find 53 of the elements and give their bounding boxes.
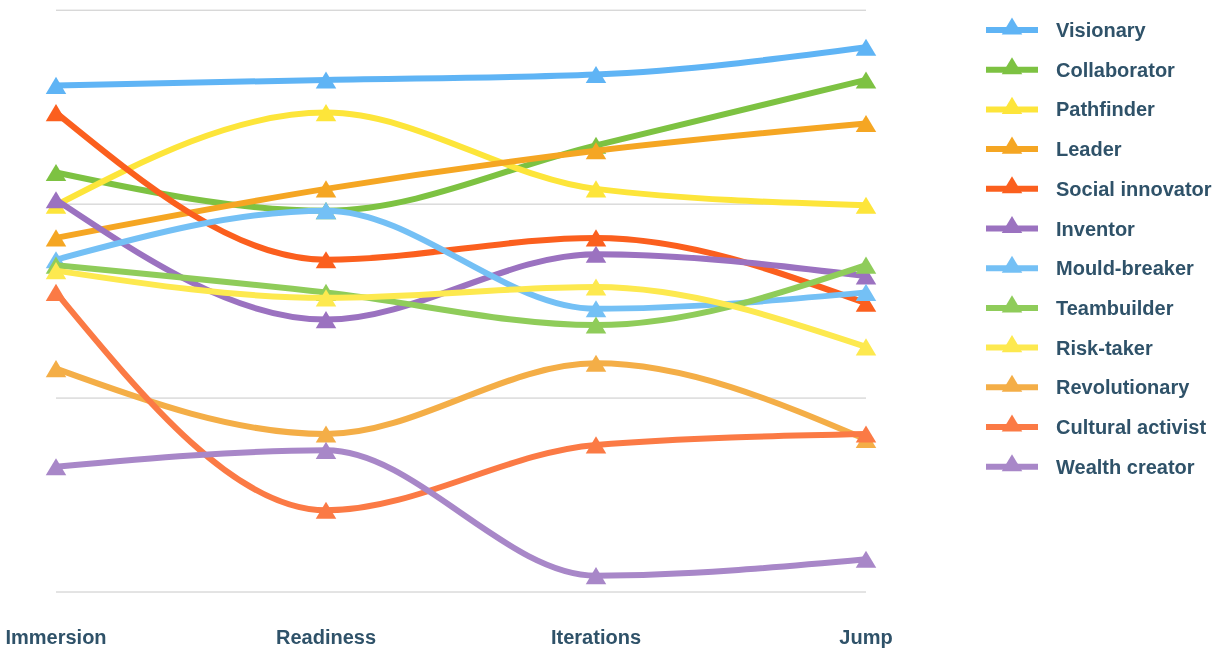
- point: [585, 142, 607, 160]
- point: [45, 283, 67, 301]
- legend-label: Revolutionary: [1056, 376, 1191, 399]
- point: [315, 71, 337, 89]
- point: [315, 104, 337, 122]
- x-tick-label: Iterations: [550, 626, 642, 648]
- point: [315, 441, 337, 459]
- point: [585, 229, 607, 247]
- x-tick-label: Immersion: [5, 626, 107, 648]
- point: [855, 550, 877, 568]
- point: [45, 163, 67, 182]
- legend-label: Collaborator: [1056, 58, 1176, 81]
- point: [855, 114, 877, 133]
- point: [585, 245, 607, 263]
- point: [855, 196, 877, 214]
- legend-label: Social innovator: [1056, 177, 1212, 200]
- legend-label: Risk-taker: [1056, 336, 1153, 359]
- point: [45, 262, 67, 280]
- legend-label: Cultural activist: [1056, 416, 1207, 438]
- point: [45, 76, 67, 94]
- point: [315, 289, 337, 307]
- point: [45, 458, 67, 476]
- legend-label: Wealth creator: [1056, 455, 1195, 478]
- point: [585, 354, 607, 372]
- point: [855, 71, 877, 89]
- point: [585, 278, 607, 296]
- point: [855, 256, 877, 274]
- point: [315, 501, 337, 519]
- point: [855, 283, 877, 301]
- point: [855, 38, 877, 56]
- legend-label: Inventor: [1056, 217, 1136, 240]
- legend-label: Mould-breaker: [1056, 257, 1195, 280]
- point: [585, 300, 607, 318]
- point: [315, 251, 337, 269]
- point: [45, 229, 67, 247]
- point: [585, 567, 607, 585]
- point: [45, 360, 67, 378]
- x-tick-label: Jump: [839, 626, 893, 648]
- point: [315, 425, 337, 443]
- x-tick-label: Readiness: [275, 626, 377, 648]
- point: [585, 180, 607, 198]
- point: [315, 180, 337, 198]
- legend-label: Teambuilder: [1056, 296, 1174, 319]
- point: [855, 338, 877, 356]
- point: [585, 65, 607, 84]
- legend-label: Visionary: [1056, 19, 1147, 41]
- point: [585, 436, 607, 454]
- point: [585, 316, 607, 334]
- legend-label: Leader: [1056, 138, 1122, 161]
- point: [855, 425, 877, 443]
- point: [45, 191, 67, 209]
- legend-label: Pathfinder: [1056, 98, 1156, 121]
- point: [315, 311, 337, 329]
